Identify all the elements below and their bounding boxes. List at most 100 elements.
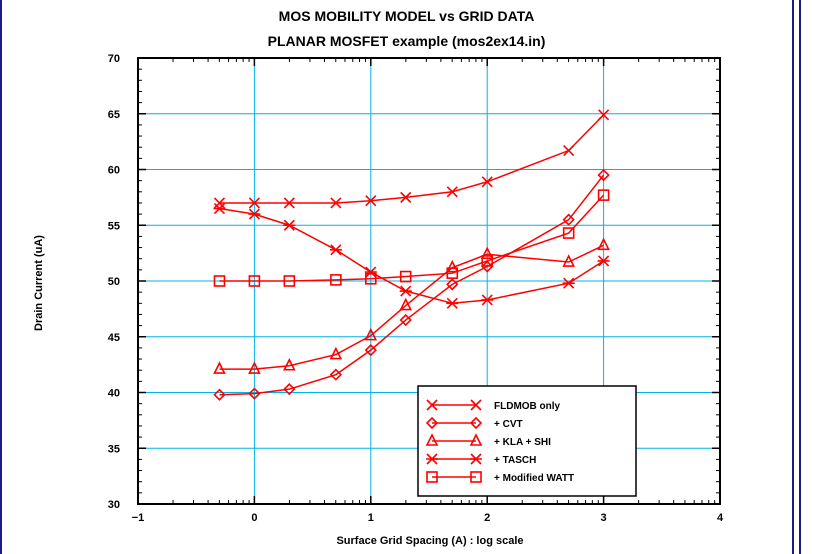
legend-marker bbox=[469, 416, 483, 430]
series-line bbox=[219, 244, 604, 370]
data-point bbox=[481, 176, 493, 188]
data-point bbox=[399, 270, 412, 283]
legend-item: + CVT bbox=[425, 416, 523, 430]
window-frame-right bbox=[792, 0, 794, 554]
data-point bbox=[283, 383, 296, 396]
series-line bbox=[219, 174, 605, 396]
data-point bbox=[364, 343, 377, 357]
chart-title: MOS MOBILITY MODEL vs GRID DATA bbox=[278, 8, 535, 24]
y-axis-label: Drain Current (uA) bbox=[33, 235, 45, 331]
data-point bbox=[330, 274, 342, 286]
y-tick-label: 65 bbox=[108, 109, 120, 121]
data-point bbox=[597, 189, 610, 201]
data-point bbox=[481, 294, 494, 306]
window-frame-right-outer bbox=[799, 0, 801, 554]
y-tick-label: 60 bbox=[108, 165, 120, 177]
y-tick-label: 70 bbox=[108, 53, 120, 65]
data-point bbox=[446, 278, 459, 291]
legend-marker bbox=[470, 453, 482, 465]
data-point bbox=[329, 346, 343, 360]
data-point bbox=[248, 361, 261, 374]
data-point bbox=[329, 368, 343, 381]
y-tick-label: 30 bbox=[108, 499, 120, 511]
data-point bbox=[562, 227, 575, 239]
data-point bbox=[598, 109, 610, 121]
data-point bbox=[562, 213, 575, 226]
y-tick-label: 50 bbox=[108, 276, 120, 288]
data-point bbox=[330, 197, 342, 209]
legend-marker bbox=[470, 399, 482, 411]
legend-marker bbox=[469, 433, 483, 446]
series-line bbox=[219, 194, 605, 282]
data-point bbox=[481, 260, 494, 273]
legend-item: FLDMOB only bbox=[426, 399, 561, 412]
legend-label: + CVT bbox=[494, 419, 523, 430]
window-frame-left bbox=[0, 0, 2, 554]
data-point bbox=[481, 255, 494, 267]
legend-label: FLDMOB only bbox=[494, 401, 561, 412]
data-point bbox=[597, 255, 610, 267]
x-tick-label: 4 bbox=[717, 512, 724, 524]
x-tick-label: 1 bbox=[368, 512, 374, 524]
legend-marker bbox=[470, 471, 482, 483]
data-point bbox=[446, 267, 459, 279]
x-axis-label: Surface Grid Spacing (A) : log scale bbox=[336, 535, 523, 547]
data-point bbox=[248, 275, 261, 287]
legend-marker bbox=[425, 416, 439, 430]
data-point bbox=[399, 313, 412, 327]
legend-item: + TASCH bbox=[426, 453, 536, 466]
series-5 bbox=[213, 189, 610, 287]
x-tick-label: −1 bbox=[132, 512, 145, 524]
data-point bbox=[563, 144, 575, 157]
data-point bbox=[213, 202, 226, 215]
axis-ticks: 30 35 40 45 50 55 60 65 70 −1 0 1 2 3 4 bbox=[108, 53, 724, 524]
data-point bbox=[283, 275, 296, 287]
data-point bbox=[213, 361, 226, 374]
data-point bbox=[283, 357, 296, 371]
data-point bbox=[446, 186, 458, 198]
data-point bbox=[446, 297, 459, 309]
series-1 bbox=[213, 109, 610, 209]
x-tick-label: 0 bbox=[251, 512, 257, 524]
data-point bbox=[445, 259, 459, 273]
data-point bbox=[283, 197, 295, 209]
series-line bbox=[219, 207, 605, 305]
data-point bbox=[399, 297, 413, 311]
legend-marker bbox=[425, 433, 439, 446]
legend-item: + KLA + SHI bbox=[425, 433, 551, 448]
legend: FLDMOB only + CVT + KLA + SHI + TASCH + … bbox=[417, 385, 637, 497]
legend-label: + KLA + SHI bbox=[494, 437, 551, 448]
y-tick-label: 35 bbox=[108, 443, 120, 455]
series-group bbox=[213, 109, 610, 401]
legend-label: + Modified WATT bbox=[494, 473, 574, 484]
data-point bbox=[364, 272, 377, 285]
data-point bbox=[248, 197, 260, 209]
data-point bbox=[364, 327, 378, 341]
data-point bbox=[329, 244, 342, 256]
y-tick-label: 55 bbox=[108, 220, 120, 232]
data-point bbox=[283, 219, 296, 231]
data-point bbox=[364, 266, 377, 278]
legend-marker bbox=[426, 471, 438, 483]
data-point bbox=[213, 275, 226, 287]
series-4 bbox=[213, 202, 610, 309]
legend-marker bbox=[426, 399, 438, 411]
series-2 bbox=[213, 168, 610, 401]
series-line bbox=[219, 114, 605, 204]
legend-marker bbox=[426, 453, 438, 465]
data-point bbox=[248, 208, 261, 220]
data-point bbox=[248, 387, 261, 400]
y-tick-label: 45 bbox=[108, 332, 120, 344]
x-tick-label: 3 bbox=[601, 512, 607, 524]
data-point bbox=[480, 246, 494, 260]
series-3 bbox=[213, 237, 610, 374]
y-tick-label: 40 bbox=[108, 388, 120, 400]
data-point bbox=[597, 237, 610, 251]
data-point bbox=[597, 168, 610, 182]
data-point bbox=[399, 285, 412, 297]
legend-item: + Modified WATT bbox=[426, 471, 574, 484]
data-point bbox=[562, 254, 575, 267]
x-tick-label: 2 bbox=[484, 512, 490, 524]
chart-subtitle: PLANAR MOSFET example (mos2ex14.in) bbox=[267, 33, 546, 49]
